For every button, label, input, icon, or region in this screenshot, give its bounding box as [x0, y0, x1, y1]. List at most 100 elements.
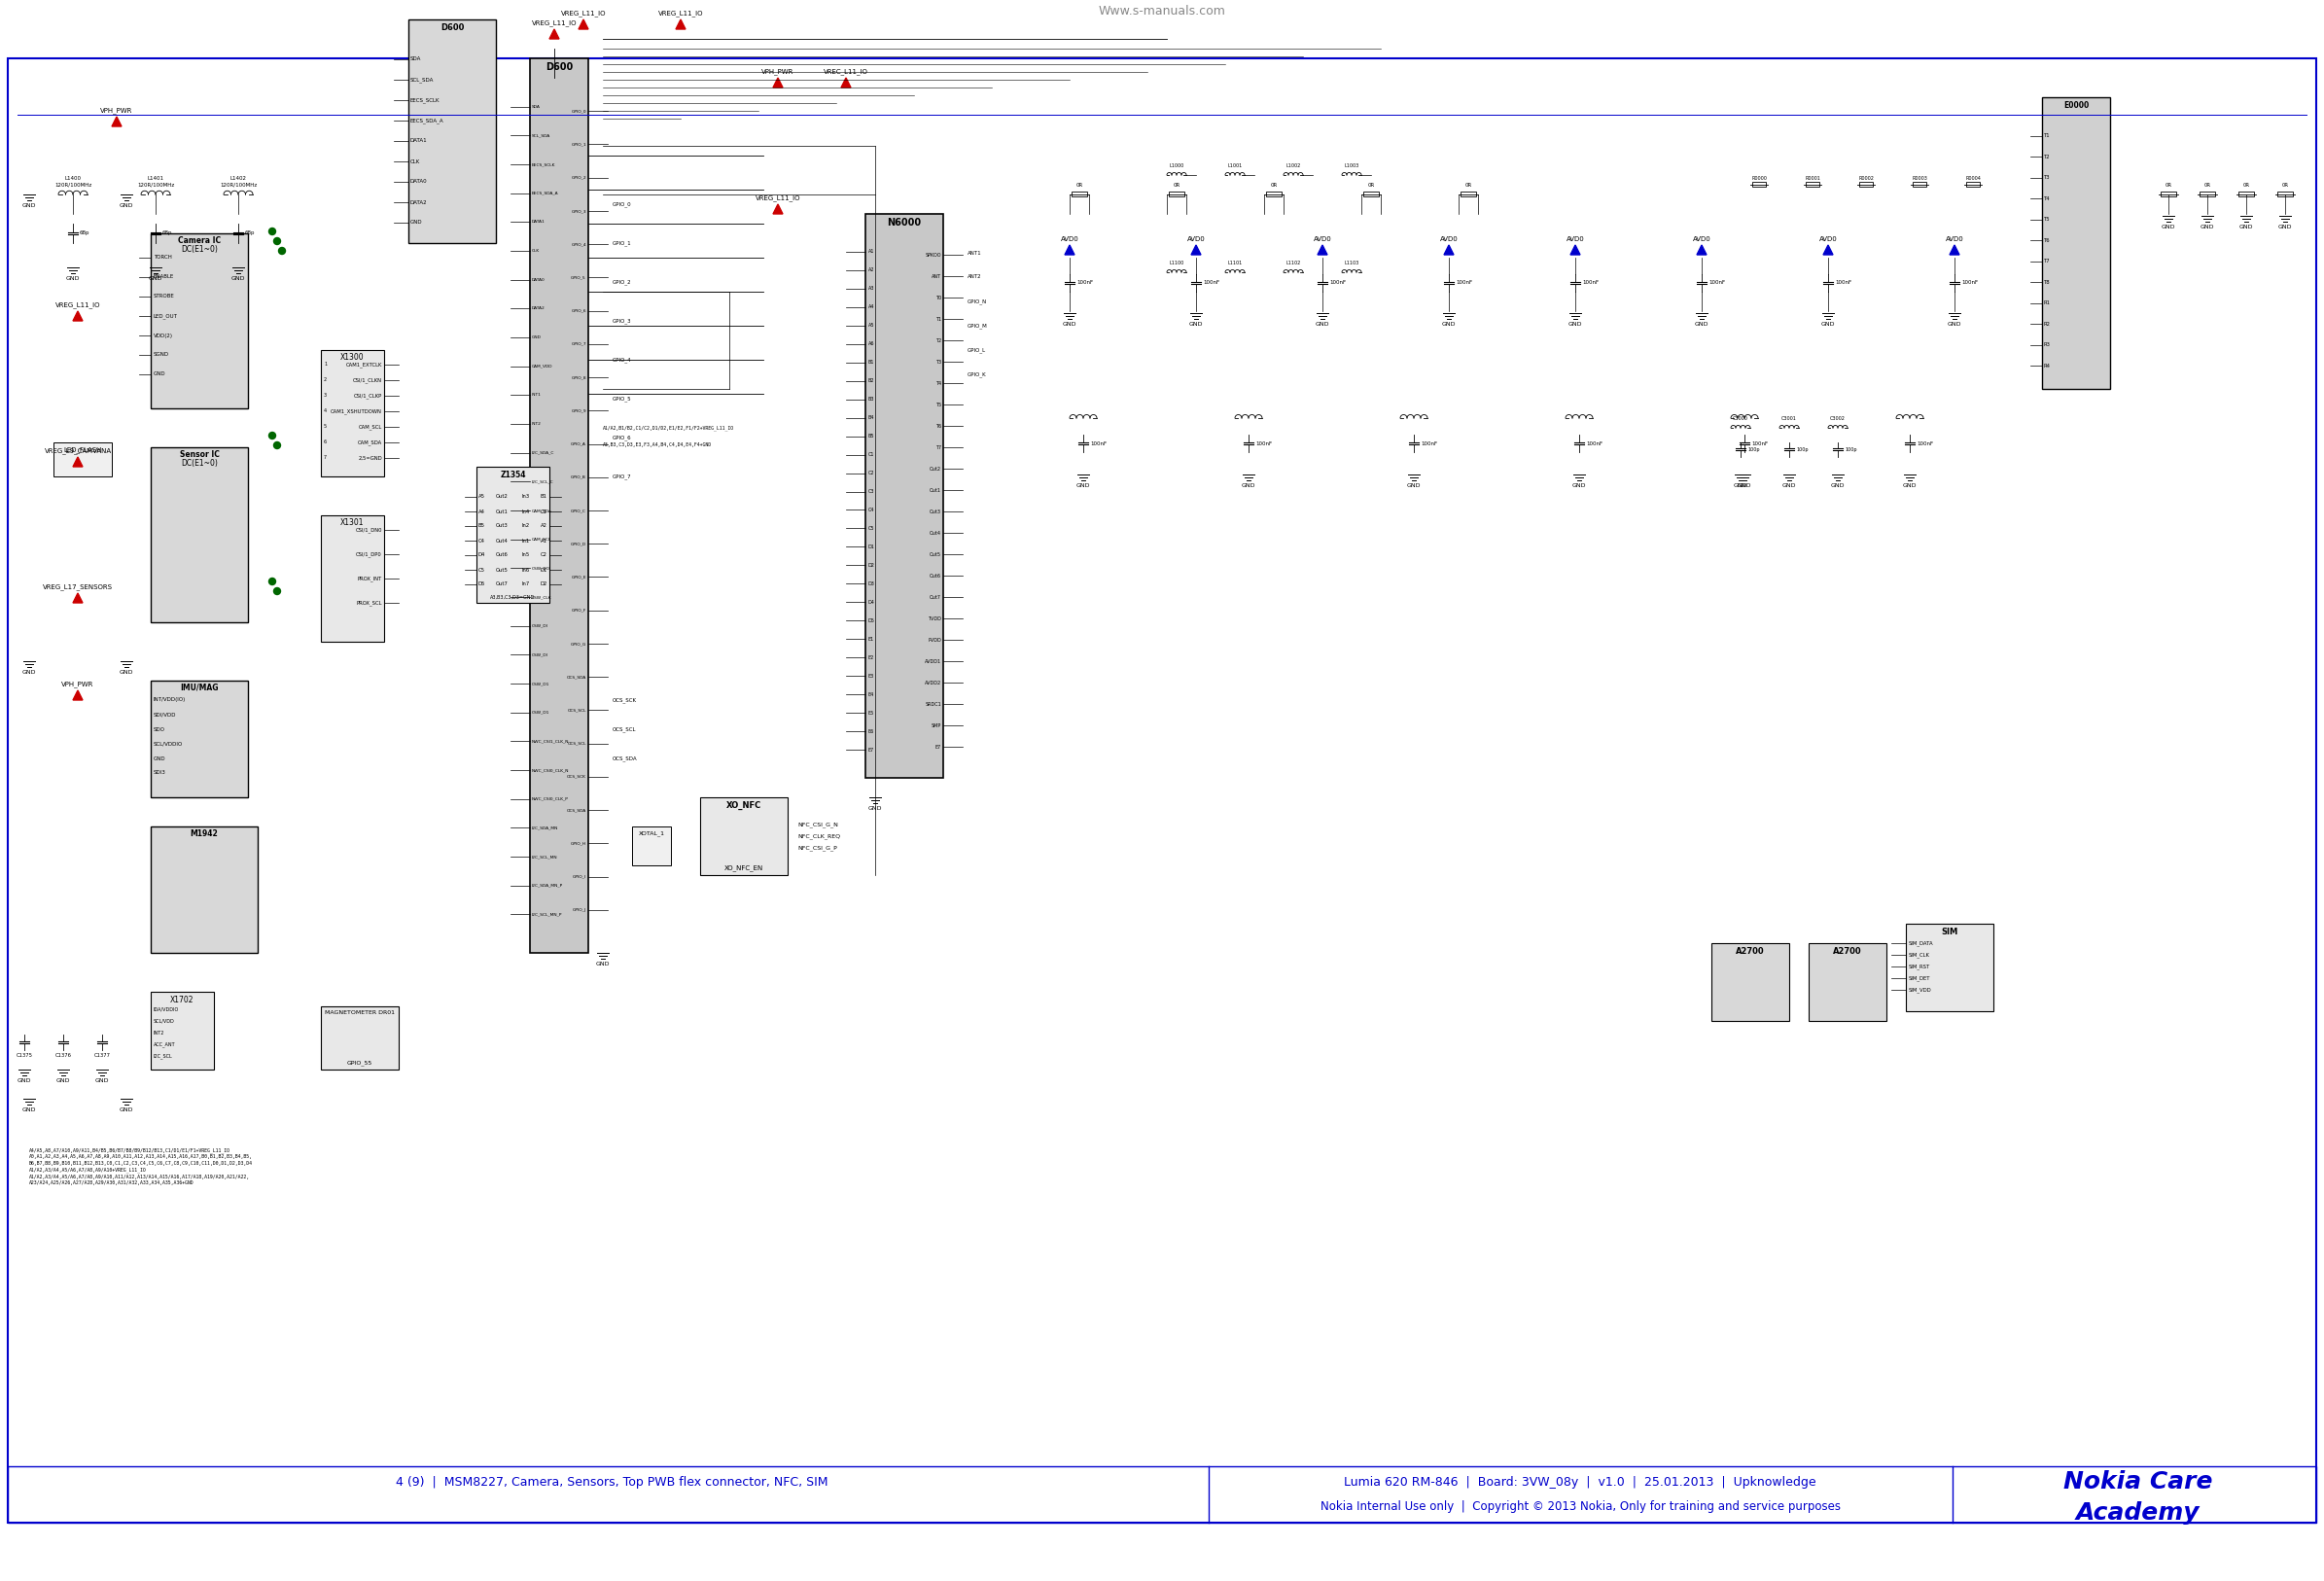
- Text: INT1: INT1: [532, 394, 541, 397]
- Text: PROX_SCL: PROX_SCL: [356, 601, 381, 606]
- Text: GND: GND: [23, 1107, 37, 1113]
- Text: 100nF: 100nF: [1420, 441, 1436, 446]
- Text: In6: In6: [523, 568, 530, 572]
- Text: CAM_SCL: CAM_SCL: [358, 424, 381, 430]
- Text: 100nF: 100nF: [1583, 280, 1599, 286]
- Text: CSW_DI: CSW_DI: [532, 653, 548, 656]
- Text: GND: GND: [119, 1107, 132, 1113]
- Text: GPIO_5: GPIO_5: [614, 395, 632, 402]
- Text: 3: 3: [323, 394, 328, 398]
- Text: 0R: 0R: [2166, 183, 2173, 188]
- Text: A4: A4: [869, 305, 874, 310]
- Polygon shape: [1824, 245, 1834, 255]
- Text: C1: C1: [869, 452, 874, 457]
- Text: Nokia Care: Nokia Care: [2064, 1470, 2212, 1494]
- Text: CAM1_EXTCLK: CAM1_EXTCLK: [346, 362, 381, 367]
- Text: E5: E5: [869, 710, 874, 715]
- Text: CSW_D1: CSW_D1: [532, 681, 551, 686]
- Text: GND: GND: [2238, 225, 2254, 229]
- Text: L1401
120R/100MHz: L1401 120R/100MHz: [137, 177, 174, 187]
- Text: Out1: Out1: [495, 509, 509, 514]
- Text: C4: C4: [869, 508, 874, 512]
- Text: A3,B3,C3,D3,E3,F3,A4,B4,C4,D4,E4,F4+GND: A3,B3,C3,D3,E3,F3,A4,B4,C4,D4,E4,F4+GND: [602, 443, 711, 447]
- Polygon shape: [72, 691, 84, 700]
- Bar: [1806, 182, 1820, 187]
- Text: C4: C4: [479, 538, 486, 542]
- Text: GND: GND: [595, 961, 609, 966]
- Text: T2: T2: [934, 338, 941, 343]
- Text: SIM_RST: SIM_RST: [1908, 964, 1931, 969]
- Text: L1402
120R/100MHz: L1402 120R/100MHz: [221, 177, 258, 187]
- Bar: [151, 681, 249, 797]
- Polygon shape: [72, 593, 84, 602]
- Text: 4 (9)  |  MSM8227, Camera, Sensors, Top PWB flex connector, NFC, SIM: 4 (9) | MSM8227, Camera, Sensors, Top PW…: [395, 1475, 827, 1488]
- Text: Out3: Out3: [930, 509, 941, 514]
- Text: CAM_VDD: CAM_VDD: [532, 364, 553, 368]
- Text: NFC_CSI_G_N: NFC_CSI_G_N: [797, 822, 839, 827]
- Bar: [321, 349, 383, 476]
- Text: GND: GND: [1190, 323, 1204, 327]
- Circle shape: [274, 237, 281, 245]
- Text: E3: E3: [869, 674, 874, 678]
- Polygon shape: [841, 77, 851, 87]
- Bar: [530, 58, 588, 953]
- Text: GPIO_3: GPIO_3: [614, 318, 632, 324]
- Text: GPIO_A: GPIO_A: [572, 443, 586, 446]
- Text: LED_OUT: LED_OUT: [153, 313, 179, 319]
- Text: GND: GND: [869, 806, 883, 811]
- Text: AVD0: AVD0: [1313, 236, 1332, 242]
- Bar: [1859, 182, 1873, 187]
- Text: GPIO_9: GPIO_9: [572, 408, 586, 413]
- Text: GPIO_3: GPIO_3: [572, 209, 586, 213]
- Text: INT/VDD(IO): INT/VDD(IO): [153, 697, 186, 702]
- Text: 100nF: 100nF: [1836, 280, 1852, 286]
- Text: 100nF: 100nF: [1585, 441, 1604, 446]
- Text: GND: GND: [1822, 323, 1836, 327]
- Text: AVD0: AVD0: [1566, 236, 1585, 242]
- Text: LED_FLASH: LED_FLASH: [63, 446, 102, 452]
- Bar: [2043, 98, 2110, 389]
- Text: E7: E7: [934, 745, 941, 749]
- Polygon shape: [774, 204, 783, 213]
- Text: DATA1: DATA1: [532, 220, 546, 225]
- Text: 100nF: 100nF: [1255, 441, 1271, 446]
- Text: A2700: A2700: [1736, 947, 1764, 957]
- Text: GPIO_D: GPIO_D: [572, 542, 586, 545]
- Text: XO_NFC_EN: XO_NFC_EN: [725, 865, 765, 871]
- Text: GPIO_J: GPIO_J: [572, 907, 586, 912]
- Text: T7: T7: [934, 444, 941, 449]
- Text: D2: D2: [539, 582, 548, 587]
- Text: 0R: 0R: [1076, 183, 1083, 188]
- Text: GPIO_N: GPIO_N: [967, 299, 988, 304]
- Text: B5: B5: [479, 523, 486, 528]
- Text: Out3: Out3: [495, 523, 509, 528]
- Text: GND: GND: [2161, 225, 2175, 229]
- Text: B4: B4: [869, 416, 874, 421]
- Text: VPH_PWR: VPH_PWR: [100, 108, 132, 114]
- Bar: [700, 797, 788, 876]
- Text: A1: A1: [541, 538, 548, 542]
- Text: A4/A5,A8,A7/A10,A9/A11,B4/B5,B6/B7/B8/B9/B12/B13,C1/D1/E1/F1+VREG_L11_IO
A0,A1,A: A4/A5,A8,A7/A10,A9/A11,B4/B5,B6/B7/B8/B9…: [30, 1148, 253, 1186]
- Text: GPIO_1: GPIO_1: [572, 142, 586, 147]
- Text: CLK: CLK: [532, 248, 539, 253]
- Text: GPIO_H: GPIO_H: [572, 841, 586, 846]
- Bar: [1071, 191, 1088, 198]
- Text: AVD0: AVD0: [1820, 236, 1838, 242]
- Bar: [2238, 191, 2254, 198]
- Text: C1375: C1375: [16, 1053, 33, 1058]
- Text: GND: GND: [95, 1078, 109, 1083]
- Text: R0000: R0000: [1752, 175, 1766, 180]
- Text: B1: B1: [869, 360, 874, 365]
- Bar: [321, 515, 383, 642]
- Text: D3: D3: [869, 582, 876, 587]
- Text: GND: GND: [23, 670, 37, 675]
- Text: 100nF: 100nF: [1917, 441, 1934, 446]
- Text: D4: D4: [869, 599, 876, 604]
- Text: GPIO_5: GPIO_5: [572, 275, 586, 280]
- Text: SDI/VDD: SDI/VDD: [153, 711, 177, 718]
- Polygon shape: [774, 77, 783, 87]
- Text: AVD0: AVD0: [1692, 236, 1710, 242]
- Bar: [2199, 191, 2215, 198]
- Text: SCL/VDD: SCL/VDD: [153, 1018, 174, 1023]
- Text: VPH_PWR: VPH_PWR: [762, 68, 795, 74]
